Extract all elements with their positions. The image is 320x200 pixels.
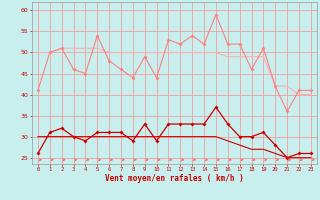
- X-axis label: Vent moyen/en rafales ( km/h ): Vent moyen/en rafales ( km/h ): [105, 174, 244, 183]
